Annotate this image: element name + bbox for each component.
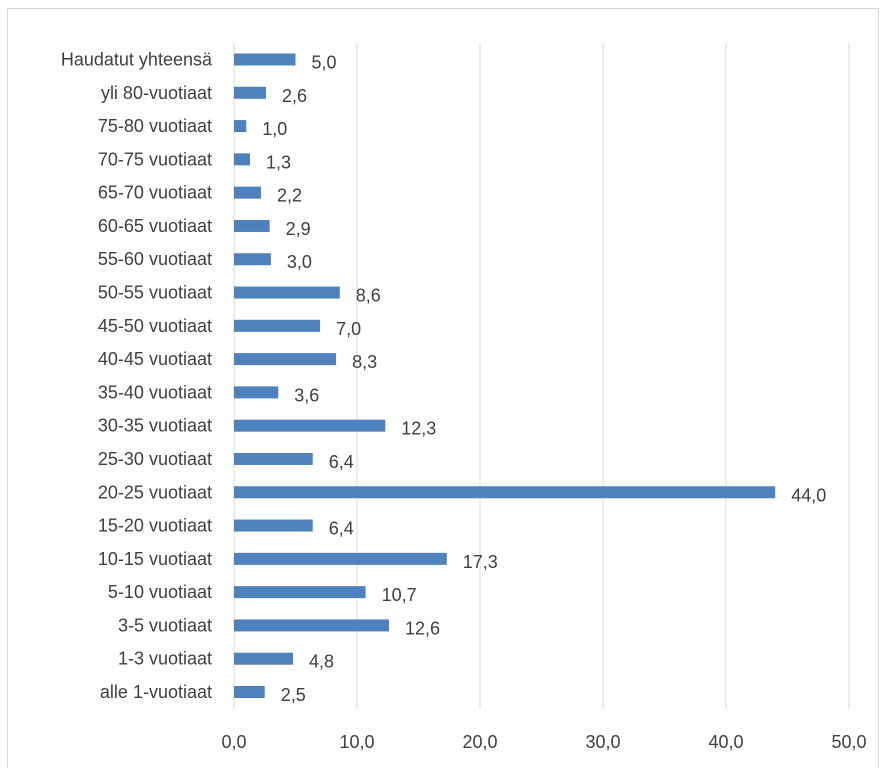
category-label: 10-15 vuotiaat [98, 549, 212, 569]
bar [234, 619, 389, 632]
data-label: 10,7 [382, 585, 417, 605]
category-label: 75-80 vuotiaat [98, 116, 212, 136]
data-label: 3,0 [287, 252, 312, 272]
category-label: 40-45 vuotiaat [98, 349, 212, 369]
bar [234, 86, 266, 99]
data-label: 12,3 [401, 419, 436, 439]
bars [234, 53, 776, 698]
category-label: 60-65 vuotiaat [98, 216, 212, 236]
category-label: 45-50 vuotiaat [98, 316, 212, 336]
category-label: 3-5 vuotiaat [118, 615, 212, 635]
chart-frame [7, 8, 879, 768]
data-label: 2,9 [286, 219, 311, 239]
data-label: 17,3 [463, 552, 498, 572]
data-label: 6,4 [329, 519, 354, 539]
x-tick-label: 20,0 [462, 732, 497, 752]
bar [234, 419, 386, 432]
bar [234, 353, 337, 366]
category-label: 25-30 vuotiaat [98, 449, 212, 469]
data-label: 8,3 [352, 352, 377, 372]
bar [234, 486, 776, 499]
data-label: 1,0 [262, 119, 287, 139]
data-label: 5,0 [312, 53, 337, 73]
bar [234, 219, 270, 232]
x-tick-label: 10,0 [339, 732, 374, 752]
data-label: 44,0 [791, 485, 826, 505]
category-label: 50-55 vuotiaat [98, 283, 212, 303]
bar [234, 319, 321, 332]
bar [234, 552, 447, 565]
bar [234, 253, 271, 266]
x-axis-tick-labels: 0,0 10,0 20,0 30,0 40,0 50,0 [221, 732, 866, 752]
data-label: 8,6 [356, 286, 381, 306]
gridlines [233, 43, 850, 709]
category-label: 35-40 vuotiaat [98, 382, 212, 402]
data-label: 12,6 [405, 618, 440, 638]
bar [234, 286, 340, 299]
category-label: 1-3 vuotiaat [118, 649, 212, 669]
bar [234, 686, 265, 698]
bar [234, 652, 294, 665]
category-label: 20-25 vuotiaat [98, 482, 212, 502]
category-label: 30-35 vuotiaat [98, 416, 212, 436]
bar [234, 519, 313, 532]
data-label: 7,0 [336, 319, 361, 339]
x-tick-label: 0,0 [221, 732, 246, 752]
bar [234, 586, 366, 599]
bar [234, 186, 262, 199]
category-label: 15-20 vuotiaat [98, 516, 212, 536]
data-label: 6,4 [329, 452, 354, 472]
x-tick-label: 50,0 [831, 732, 866, 752]
data-labels: 5,02,6 1,0 1,3 2,2 2,9 3,0 8,6 7,0 8,3 3,6 12,3 6,4… [262, 53, 826, 706]
x-tick-label: 40,0 [708, 732, 743, 752]
data-label: 2,2 [277, 186, 302, 206]
category-label: alle 1-vuotiaat [100, 682, 212, 702]
category-label: 55-60 vuotiaat [98, 249, 212, 269]
x-tick-label: 30,0 [585, 732, 620, 752]
category-label: Haudatut yhteensä [61, 50, 213, 70]
category-label: yli 80-vuotiaat [101, 83, 212, 103]
bar [234, 153, 250, 166]
data-label: 4,8 [309, 652, 334, 672]
category-label: 5-10 vuotiaat [108, 582, 212, 602]
bar [234, 53, 296, 66]
data-label: 2,5 [281, 685, 306, 705]
category-labels: Haudatut yhteensä yli 80-vuotiaat 75-80 vu… [61, 50, 213, 703]
bar [234, 452, 313, 465]
bar [234, 120, 247, 133]
data-label: 3,6 [294, 385, 319, 405]
category-label: 65-70 vuotiaat [98, 183, 212, 203]
category-label: 70-75 vuotiaat [98, 149, 212, 169]
data-label: 1,3 [266, 152, 291, 172]
data-label: 2,6 [282, 86, 307, 106]
bar [234, 386, 279, 399]
